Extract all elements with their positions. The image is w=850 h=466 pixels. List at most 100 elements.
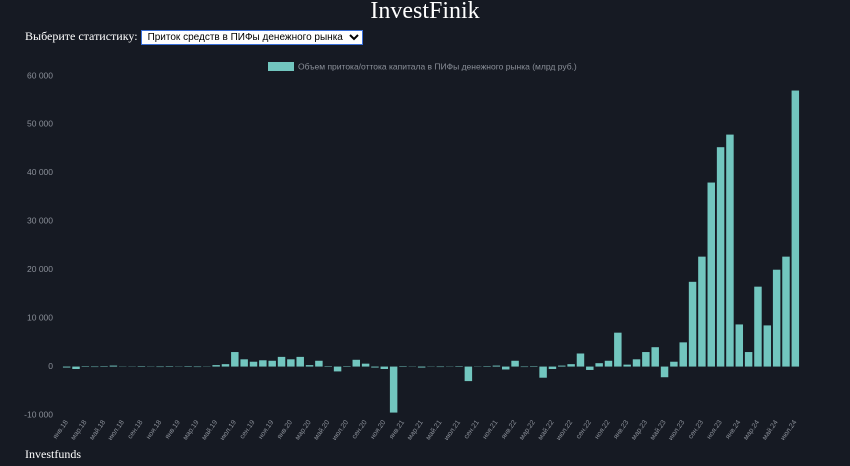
bar: [716, 147, 725, 367]
bar: [660, 366, 669, 378]
x-tick-label: май.22: [536, 419, 555, 440]
bar: [791, 90, 800, 367]
x-tick-label: ноя.19: [257, 419, 275, 440]
x-tick-label: ноя.18: [145, 419, 163, 440]
page-title: InvestFinik: [370, 0, 480, 24]
bar: [268, 360, 276, 367]
y-tick-label: 60 000: [27, 70, 53, 80]
x-tick-label: янв.19: [164, 419, 182, 440]
x-tick-label: ноя.22: [594, 419, 612, 440]
x-tick-label: мар.23: [630, 419, 649, 440]
x-tick-label: сен.23: [687, 419, 705, 440]
x-tick-label: июл.22: [555, 419, 574, 440]
bar: [333, 366, 342, 372]
x-tick-label: мар.24: [743, 419, 762, 440]
x-tick-label: ноя.23: [706, 419, 724, 440]
bar: [492, 365, 501, 367]
bar: [72, 366, 80, 369]
bar: [782, 256, 790, 367]
legend-label: Объем притока/оттока капитала в ПИФы ден…: [298, 61, 577, 71]
bar: [651, 347, 659, 367]
x-tick-label: май.21: [424, 419, 443, 440]
y-tick-label: 30 000: [27, 216, 53, 226]
x-tick-label: янв.18: [52, 419, 70, 440]
bar: [296, 356, 304, 367]
bar: [109, 365, 118, 367]
bar: [352, 359, 361, 367]
bar: [604, 360, 613, 367]
x-tick-label: май.20: [312, 419, 331, 440]
x-tick-label: июл.19: [219, 419, 238, 440]
x-tick-label: янв.23: [612, 419, 630, 440]
x-tick-label: янв.20: [276, 419, 294, 440]
bar: [688, 281, 697, 367]
bar: [389, 366, 398, 413]
bar: [417, 366, 426, 368]
bar: [726, 134, 734, 367]
x-tick-label: мар.18: [70, 419, 89, 440]
bar: [735, 324, 744, 367]
bar: [670, 361, 678, 367]
bar: [698, 256, 706, 367]
y-tick-label: -10 000: [24, 409, 53, 419]
x-tick-label: июл.24: [780, 419, 799, 440]
x-tick-label: июл.23: [668, 419, 687, 440]
bar: [249, 361, 258, 367]
bar: [642, 352, 650, 367]
bar: [763, 325, 772, 367]
x-tick-label: мар.22: [518, 419, 537, 440]
x-tick-label: ноя.20: [369, 419, 387, 440]
bar: [62, 366, 71, 368]
bar: [240, 359, 248, 367]
x-tick-label: июл.18: [107, 419, 126, 440]
bar: [744, 352, 753, 367]
y-tick-label: 40 000: [27, 167, 53, 177]
bar: [221, 364, 230, 367]
bar: [315, 360, 323, 367]
legend-swatch: [268, 62, 294, 71]
bar: [707, 182, 715, 367]
bar: [548, 366, 557, 369]
bar: [305, 365, 314, 367]
x-tick-label: ноя.21: [482, 419, 500, 440]
bar: [361, 363, 370, 367]
x-tick-label: янв.22: [500, 419, 518, 440]
chart: Объем притока/оттока капитала в ПИФы ден…: [24, 61, 800, 440]
bar: [558, 365, 566, 367]
bar: [464, 366, 473, 382]
bar: [772, 269, 781, 367]
y-tick-label: 50 000: [27, 119, 53, 129]
bar: [511, 360, 519, 367]
x-tick-label: мар.20: [294, 419, 313, 440]
bar: [632, 359, 641, 367]
stat-select[interactable]: Приток средств в ПИФы денежного рынка: [140, 30, 363, 45]
bar: [586, 366, 594, 370]
bar: [380, 366, 389, 369]
x-tick-label: июл.21: [443, 419, 462, 440]
x-tick-label: май.19: [200, 419, 219, 440]
bar: [277, 356, 286, 367]
bar: [539, 366, 547, 378]
x-tick-label: июл.20: [331, 419, 350, 440]
x-tick-label: май.24: [760, 419, 779, 440]
bar: [679, 342, 687, 367]
x-tick-label: мар.19: [182, 419, 201, 440]
bar: [259, 360, 267, 367]
bar: [501, 366, 510, 370]
x-tick-label: сен.19: [239, 419, 257, 440]
x-tick-label: сен.21: [463, 419, 481, 440]
stat-selector: Выберите статистику: Приток средств в ПИ…: [25, 29, 363, 45]
x-tick-label: май.23: [648, 419, 667, 440]
bar: [754, 286, 762, 367]
x-tick-label: май.18: [88, 419, 107, 440]
x-tick-label: сен.18: [127, 419, 145, 440]
bar: [212, 365, 220, 367]
bar: [287, 359, 295, 367]
selector-label: Выберите статистику:: [25, 29, 138, 43]
x-tick-label: сен.20: [351, 419, 369, 440]
bar: [614, 332, 622, 367]
bar: [595, 363, 603, 367]
bar: [576, 353, 585, 367]
bar: [371, 366, 379, 368]
